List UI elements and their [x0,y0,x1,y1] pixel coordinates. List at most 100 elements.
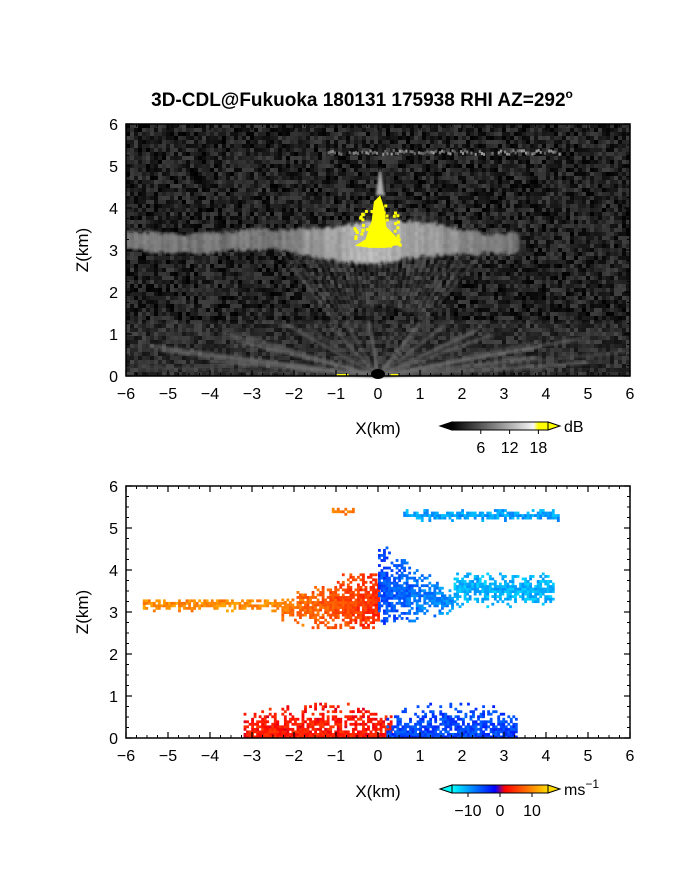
noise-cell [470,176,474,180]
noise-cell [154,184,158,188]
noise-cell [438,176,442,180]
noise-cell [314,172,318,176]
noise-cell [590,224,594,228]
noise-cell [578,200,582,204]
noise-cell [294,204,298,208]
noise-cell [598,260,602,264]
noise-cell [126,276,130,280]
noise-cell [234,196,238,200]
noise-cell [478,160,482,164]
noise-cell [246,224,250,228]
noise-cell [494,196,498,200]
noise-cell [282,180,286,184]
noise-cell [542,212,546,216]
noise-cell [610,264,614,268]
noise-cell [406,260,410,264]
noise-cell [494,200,498,204]
noise-cell [430,180,434,184]
noise-cell [258,164,262,168]
noise-cell [458,180,462,184]
noise-cell [446,268,450,272]
noise-cell [314,272,318,276]
noise-cell [218,280,222,284]
noise-cell [258,264,262,268]
noise-cell [458,148,462,152]
noise-cell [370,140,374,144]
noise-cell [226,144,230,148]
noise-cell [554,172,558,176]
noise-cell [598,152,602,156]
noise-cell [558,252,562,256]
noise-cell [554,256,558,260]
noise-cell [150,200,154,204]
noise-cell [418,208,422,212]
noise-cell [518,160,522,164]
noise-cell [286,144,290,148]
noise-cell [130,184,134,188]
noise-cell [270,196,274,200]
noise-cell [586,156,590,160]
noise-cell [338,148,342,152]
noise-cell [306,280,310,284]
noise-cell [430,264,434,268]
noise-cell [414,140,418,144]
noise-cell [358,200,362,204]
noise-cell [230,180,234,184]
noise-cell [254,168,258,172]
noise-cell [566,144,570,148]
noise-cell [130,280,134,284]
noise-cell [434,188,438,192]
noise-cell [614,188,618,192]
noise-cell [194,212,198,216]
noise-cell [282,140,286,144]
noise-cell [162,168,166,172]
noise-cell [458,192,462,196]
noise-cell [414,160,418,164]
noise-cell [202,192,206,196]
noise-cell [474,264,478,268]
noise-cell [562,164,566,168]
noise-cell [394,196,398,200]
noise-cell [274,156,278,160]
noise-cell [514,148,518,152]
noise-cell [350,188,354,192]
noise-cell [322,220,326,224]
noise-cell [462,184,466,188]
noise-cell [382,188,386,192]
noise-cell [430,128,434,132]
noise-cell [486,152,490,156]
noise-cell [510,208,514,212]
noise-cell [402,272,406,276]
noise-cell [278,196,282,200]
noise-cell [502,136,506,140]
noise-cell [338,280,342,284]
noise-cell [254,152,258,156]
noise-cell [394,260,398,264]
noise-cell [550,152,554,156]
noise-cell [290,152,294,156]
noise-cell [310,124,314,128]
noise-cell [574,124,578,128]
noise-cell [130,172,134,176]
noise-cell [478,188,482,192]
noise-cell [254,196,258,200]
noise-cell [334,184,338,188]
noise-cell [146,192,150,196]
noise-cell [394,168,398,172]
noise-cell [266,228,270,232]
noise-cell [534,188,538,192]
noise-cell [430,176,434,180]
noise-cell [614,264,618,268]
noise-cell [306,128,310,132]
noise-cell [498,176,502,180]
noise-cell [570,252,574,256]
noise-cell [618,164,622,168]
noise-cell [238,196,242,200]
noise-cell [430,208,434,212]
noise-cell [574,180,578,184]
noise-cell [442,224,446,228]
noise-cell [442,184,446,188]
noise-cell [322,172,326,176]
noise-cell [230,224,234,228]
noise-cell [426,160,430,164]
